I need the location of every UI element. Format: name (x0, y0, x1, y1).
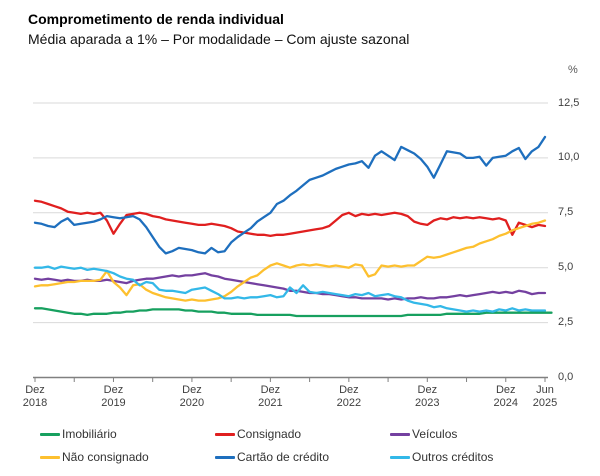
x-tick-label-dez-2020: Dez 2020 (179, 384, 205, 409)
legend-swatch-cartao-de-credito (215, 455, 235, 459)
legend-label-cartao-de-credito: Cartão de crédito (237, 450, 330, 464)
legend-swatch-veiculos (390, 432, 410, 436)
legend-item-cartao-de-credito: Cartão de crédito (215, 450, 390, 464)
y-axis-unit-label: % (568, 64, 578, 76)
x-tick-label-dez-2022: Dez 2022 (336, 384, 362, 409)
chart-subtitle: Média aparada a 1% – Por modalidade – Co… (28, 31, 410, 47)
series-line-nao-consignado (33, 219, 547, 302)
series-line-consignado (33, 199, 547, 238)
legend-item-consignado: Consignado (215, 427, 390, 441)
x-tick-label-dez-2021: Dez 2021 (258, 384, 283, 409)
y-tick-label-2,5: 2,5 (558, 316, 574, 329)
legend: Imobiliário Consignado Veículos Não consign… (40, 427, 580, 464)
legend-item-outros-creditos: Outros créditos (390, 450, 560, 464)
legend-item-nao-consignado: Não consignado (40, 450, 215, 464)
series-line-outros-creditos (33, 265, 547, 313)
y-tick-label-10,0: 10,0 (558, 151, 580, 164)
series-line-veiculos (33, 272, 547, 301)
chart-title: Comprometimento de renda individual (28, 11, 284, 27)
legend-label-nao-consignado: Não consignado (62, 450, 149, 464)
x-tick-label-dez-2023: Dez 2023 (415, 384, 440, 409)
legend-label-veiculos: Veículos (412, 427, 458, 441)
legend-label-consignado: Consignado (237, 427, 302, 441)
y-tick-label-12,5: 12,5 (558, 96, 580, 109)
x-tick-label-jun-2025: Jun 2025 (532, 384, 558, 409)
series-line-imobiliario (33, 307, 553, 318)
x-tick-label-dez-2024: Dez 2024 (493, 384, 518, 409)
legend-label-outros-creditos: Outros créditos (412, 450, 494, 464)
legend-label-imobiliario: Imobiliário (62, 427, 117, 441)
legend-item-veiculos: Veículos (390, 427, 560, 441)
x-tick-label-dez-2018: Dez 2018 (22, 384, 48, 409)
y-tick-label-5,0: 5,0 (558, 261, 574, 274)
legend-item-imobiliario: Imobiliário (40, 427, 215, 441)
series-line-cartao-de-credito (33, 135, 547, 255)
legend-swatch-consignado (215, 432, 235, 436)
legend-swatch-outros-creditos (390, 455, 410, 459)
y-tick-label-0,0: 0,0 (558, 371, 574, 383)
y-tick-label-7,5: 7,5 (558, 206, 574, 219)
legend-swatch-imobiliario (40, 432, 60, 436)
x-tick-label-dez-2019: Dez 2019 (101, 384, 126, 409)
legend-swatch-nao-consignado (40, 455, 60, 459)
